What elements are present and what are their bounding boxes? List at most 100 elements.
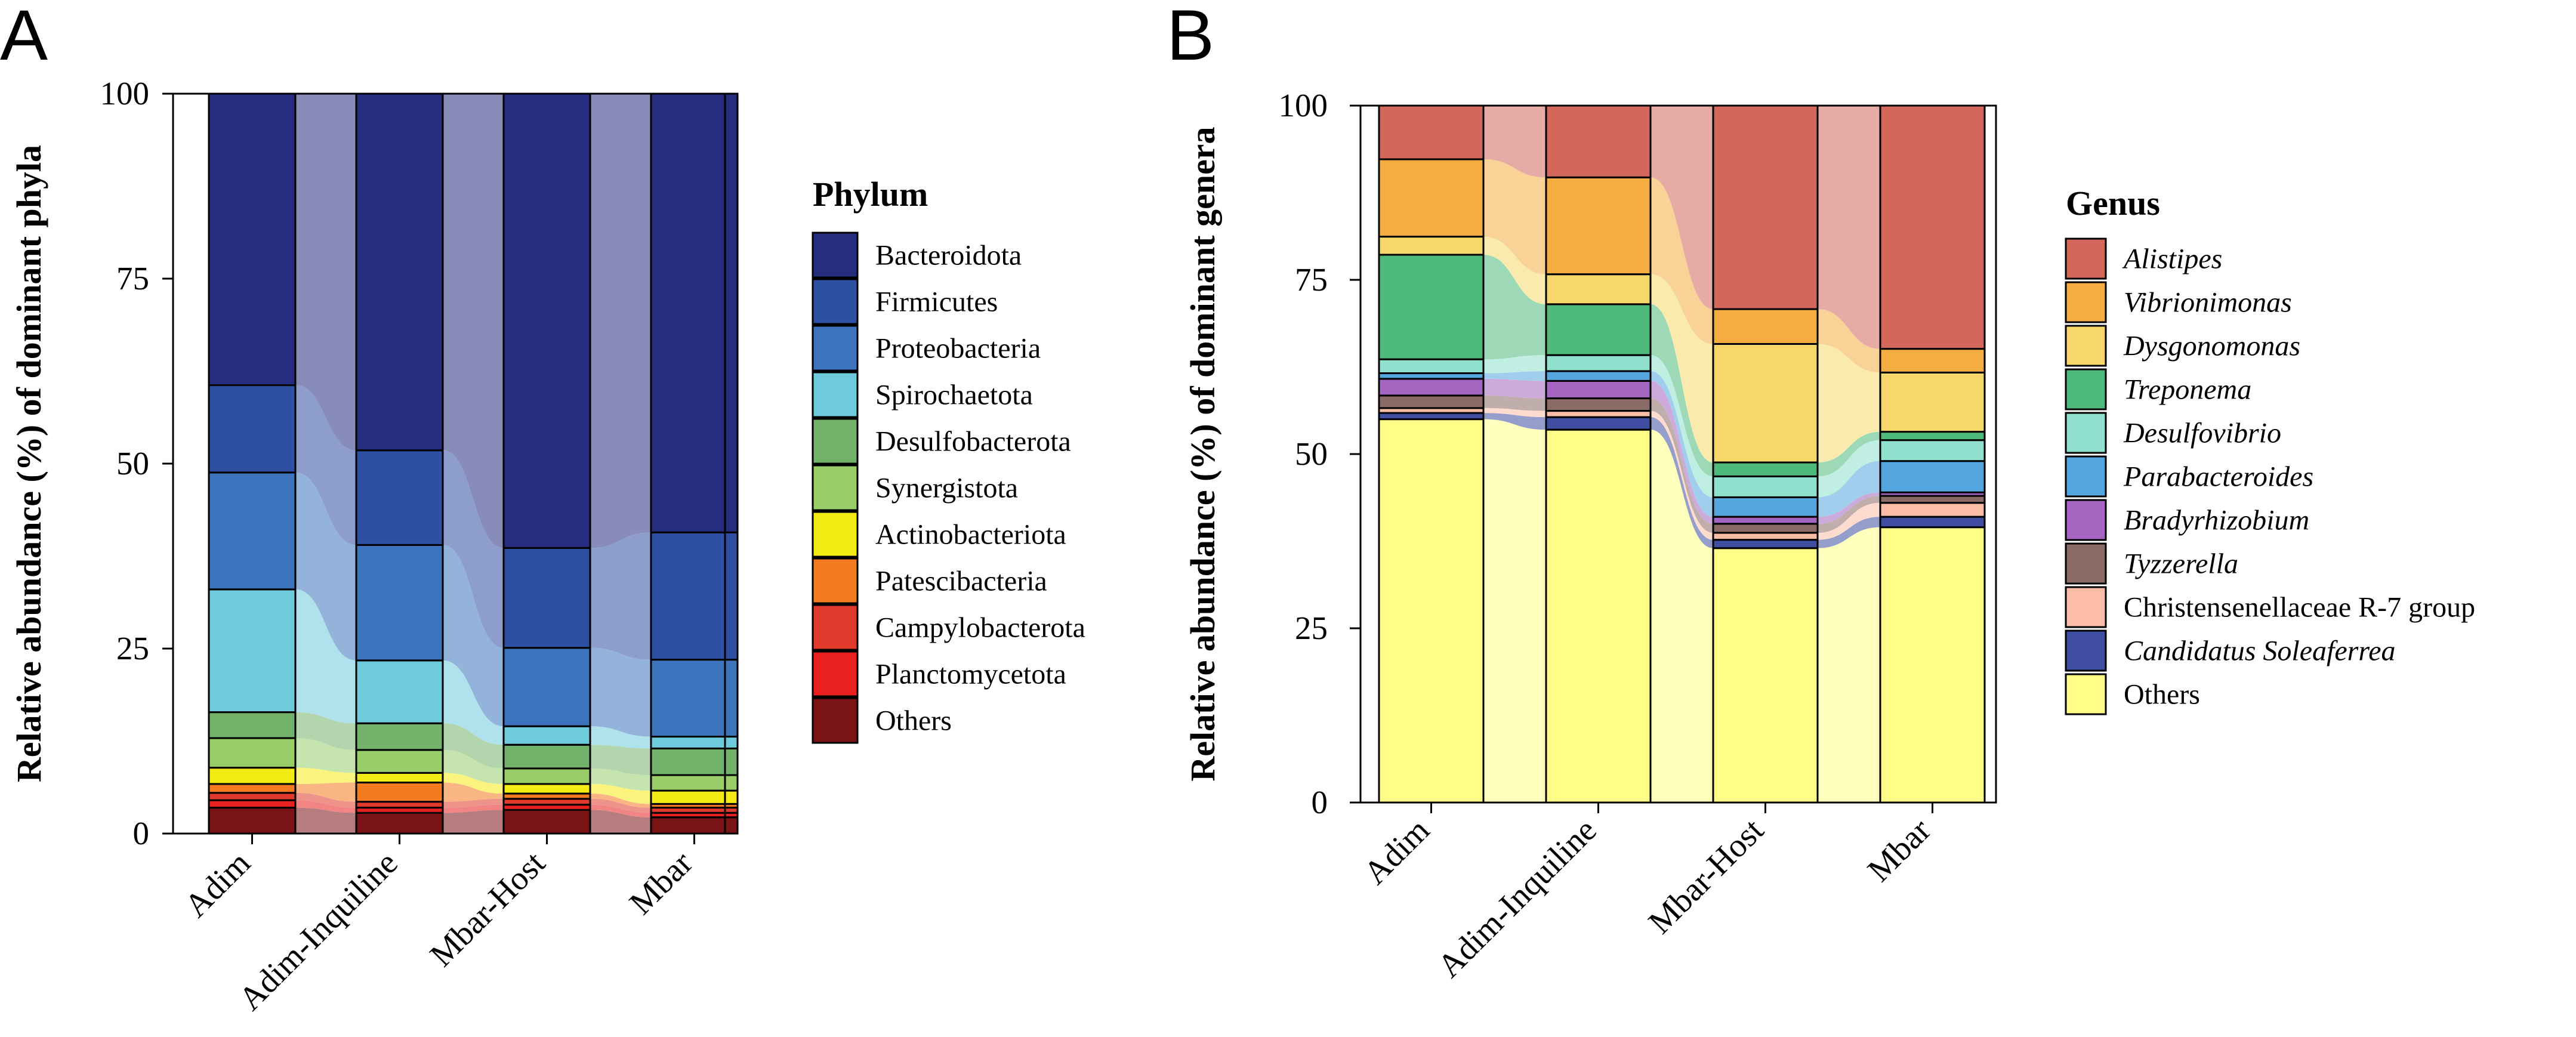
- flow-spirochaetota-3: [590, 726, 651, 749]
- flow-synergistota-3: [590, 768, 651, 791]
- bar-segment-spirochaetota-adim-inquiline: [355, 659, 444, 724]
- legend: Genus Alistipes Vibrionimonas Dysgonomonas T…: [2065, 184, 2475, 715]
- bar-segment-proteobacteria-adim: [208, 471, 297, 591]
- flow-candidatus-soleaferrea-3: [1818, 517, 1880, 548]
- flow-treponema-1: [1483, 254, 1546, 360]
- legend-label-bradyrhizobium: Bradyrhizobium: [2124, 505, 2309, 536]
- bar-segment-others-mbar-host: [1712, 547, 1819, 804]
- flow-planctomycetota-2: [443, 804, 504, 813]
- legend-swatch-spirochaetota: [812, 371, 859, 418]
- x-category-label: Mbar-Host: [1642, 811, 1771, 941]
- y-tick-label: 75: [116, 260, 149, 297]
- flow-proteobacteria-2: [443, 545, 504, 727]
- flow-bradyrhizobium-2: [1651, 381, 1713, 524]
- x-category-label: Adim: [178, 844, 258, 924]
- bar-segment-tyzzerella-adim-inquiline: [1545, 397, 1652, 412]
- legend-swatch-others: [2065, 673, 2107, 715]
- bar-segment-dysgonomonas-mbar: [1879, 371, 1986, 433]
- x-category-label: Adim-Inquiline: [232, 844, 405, 1017]
- flow-candidatus-soleaferrea-2: [1651, 417, 1713, 548]
- legend-swatch-parabacteroides: [2065, 455, 2107, 498]
- bar-segment-planctomycetota-adim: [208, 799, 297, 809]
- x-category-label: Adim-Inquiline: [1431, 811, 1604, 984]
- y-tick-label: 25: [116, 630, 149, 666]
- legend-swatch-firmicutes: [812, 278, 859, 325]
- flow-christensenellaceae-r-7-group-2: [1651, 411, 1713, 540]
- bar-segment-parabacteroides-adim-inquiline: [1545, 370, 1652, 382]
- legend-swatch-actinobacteriota: [812, 511, 859, 558]
- flow-planctomycetota-1: [295, 800, 356, 813]
- flow-bacteroidota-2: [443, 94, 504, 548]
- legend-label-proteobacteria: Proteobacteria: [875, 333, 1041, 365]
- bar-segment-desulfobacterota-mbar: [650, 747, 739, 776]
- bar-segment-campylobacterota-adim: [208, 792, 297, 801]
- bar-segment-desulfovibrio-adim: [1378, 358, 1485, 375]
- bar-segment-tyzzerella-adim: [1378, 394, 1485, 409]
- flow-firmicutes-1: [295, 385, 356, 545]
- legend-label-others: Others: [2124, 679, 2200, 711]
- flow-parabacteroides-1: [1483, 371, 1546, 381]
- legend-label-synergistota: Synergistota: [875, 473, 1018, 504]
- flow-vibrionimonas-2: [1651, 177, 1713, 344]
- legend-swatch-bacteroidota: [812, 232, 859, 279]
- bar-segment-vibrionimonas-adim: [1378, 158, 1485, 238]
- legend-label-dysgonomonas: Dysgonomonas: [2123, 331, 2300, 362]
- bar-segment-tyzzerella-mbar-host: [1712, 523, 1819, 534]
- bar-segment-bacteroidota-mbar-host: [502, 92, 591, 549]
- bar-segment-others-adim: [208, 807, 297, 835]
- legend-swatch-desulfobacterota: [812, 418, 859, 465]
- flow-dysgonomonas-2: [1651, 274, 1713, 463]
- flow-planctomycetota-3: [590, 804, 651, 817]
- flow-others-3: [590, 810, 651, 834]
- legend-label-campylobacterota: Campylobacterota: [875, 612, 1085, 644]
- bar-segment-tyzzerella-mbar: [1879, 495, 1986, 504]
- flow-bradyrhizobium-1: [1483, 378, 1546, 399]
- flow-alistipes-2: [1651, 106, 1713, 310]
- bar-segment-firmicutes-mbar: [650, 531, 739, 661]
- flow-desulfovibrio-1: [1483, 355, 1546, 374]
- bar-segment-synergistota-mbar-host: [502, 767, 591, 785]
- y-tick-label: 100: [100, 75, 150, 112]
- bar-segment-vibrionimonas-mbar: [1879, 348, 1986, 374]
- flow-others-2: [1651, 430, 1713, 803]
- x-category-label: Mbar: [622, 844, 700, 922]
- flow-actinobacteriota-3: [590, 783, 651, 804]
- flow-others-1: [1483, 419, 1546, 803]
- legend-label-christensenellaceae-r-7-group: Christensenellaceae R-7 group: [2124, 592, 2475, 624]
- bar-segment-patescibacteria-adim-inquiline: [355, 781, 444, 803]
- legend-title: Phylum: [813, 175, 928, 214]
- legend-title: Genus: [2066, 184, 2160, 223]
- bar-segment-firmicutes-adim-inquiline: [355, 449, 444, 546]
- legend-swatch-planctomycetota: [812, 650, 859, 697]
- flow-tyzzerella-1: [1483, 395, 1546, 411]
- legend-label-spirochaetota: Spirochaetota: [875, 379, 1033, 411]
- legend-label-desulfovibrio: Desulfovibrio: [2123, 418, 2281, 449]
- legend-label-desulfobacterota: Desulfobacterota: [875, 426, 1071, 458]
- bar-segment-dysgonomonas-adim-inquiline: [1545, 273, 1652, 305]
- bar-segment-christensenellaceae-r-7-group-adim-inquiline: [1545, 410, 1652, 418]
- panel-letter-b: B: [1167, 0, 1214, 75]
- y-tick-label: 75: [1295, 261, 1328, 298]
- legend-label-actinobacteriota: Actinobacteriota: [875, 519, 1066, 551]
- chart-panel-b: 0 25 50 75 100 Relative abundance (%) of domi…: [1183, 87, 2475, 985]
- legend: Phylum Bacteroidota Firmicutes Proteobacter…: [812, 175, 1085, 744]
- flow-firmicutes-2: [443, 450, 504, 648]
- legend-swatch-synergistota: [812, 464, 859, 511]
- flow-candidatus-soleaferrea-1: [1483, 413, 1546, 430]
- flow-synergistota-1: [295, 738, 356, 773]
- chart-panel-a: 0 25 50 75 100 Relative abundance (%) of domi…: [10, 75, 1085, 1018]
- legend-swatch-campylobacterota: [812, 604, 859, 651]
- legend-swatch-tyzzerella: [2065, 542, 2107, 585]
- bar-segment-actinobacteriota-mbar-host: [502, 783, 591, 795]
- bar-segment-bradyrhizobium-adim-inquiline: [1545, 379, 1652, 400]
- legend-swatch-treponema: [2065, 368, 2107, 411]
- bar-segment-alistipes-adim-inquiline: [1545, 104, 1652, 178]
- bar-segment-others-adim-inquiline: [355, 811, 444, 835]
- bar-segment-candidatus-soleaferrea-mbar-host: [1712, 539, 1819, 550]
- flow-desulfovibrio-3: [1818, 440, 1880, 498]
- bar-segment-actinobacteriota-adim: [208, 767, 297, 785]
- flow-proteobacteria-3: [590, 647, 651, 737]
- y-tick-label: 100: [1279, 87, 1328, 124]
- bar-segment-others-adim-inquiline: [1545, 428, 1652, 804]
- legend-label-firmicutes: Firmicutes: [875, 286, 998, 318]
